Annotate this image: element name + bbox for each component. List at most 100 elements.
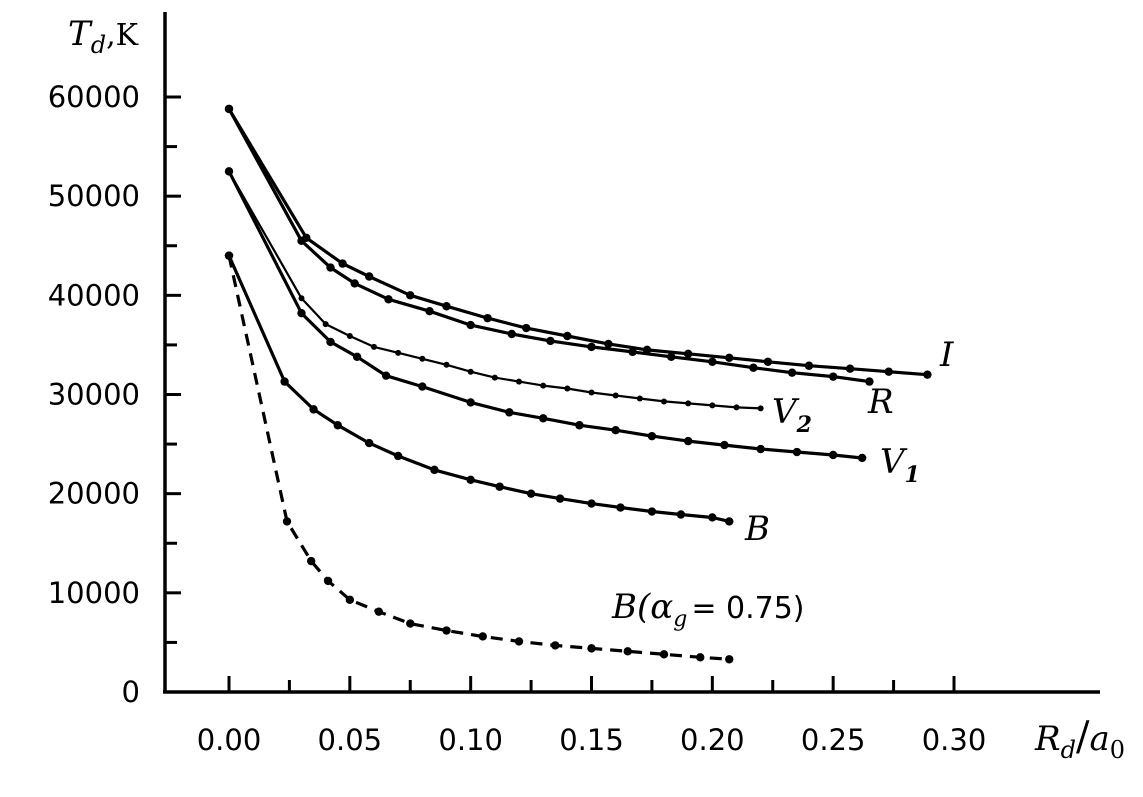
x-tick-label: 0.25 [801, 723, 866, 757]
data-point [696, 653, 705, 662]
x-tick-label: 0.30 [922, 723, 987, 757]
data-point [828, 372, 838, 381]
data-point [616, 503, 625, 512]
data-point [224, 251, 234, 260]
data-point [384, 295, 393, 304]
data-point [466, 320, 475, 330]
data-point [538, 414, 548, 423]
data-point [350, 279, 359, 288]
data-point [522, 323, 531, 333]
data-point [298, 295, 305, 302]
data-point [647, 507, 657, 516]
data-point [611, 426, 620, 435]
data-point [661, 398, 667, 405]
data-point [443, 361, 450, 368]
x-tick-label: 0.15 [559, 723, 624, 757]
data-point [708, 513, 717, 522]
series-label-V1: V1 [880, 442, 920, 488]
data-point [588, 389, 595, 396]
series-line [227, 255, 730, 523]
data-point [280, 377, 289, 386]
data-point [333, 421, 342, 430]
data-point [757, 405, 764, 412]
y-tick-label: 0 [122, 675, 140, 709]
x-tick-label: 0.20 [680, 723, 745, 757]
data-point [406, 291, 415, 300]
data-point [491, 374, 498, 381]
data-point [442, 302, 451, 311]
data-point [804, 361, 814, 370]
data-point [551, 641, 560, 650]
data-point [683, 436, 693, 446]
data-point [323, 576, 333, 586]
data-point [507, 329, 516, 339]
y-tick-label: 60000 [48, 80, 140, 114]
series-line [227, 255, 730, 661]
data-point [604, 339, 613, 349]
data-point [659, 650, 669, 659]
x-axis-title: Rd/a0 [1034, 714, 1125, 764]
data-point [763, 357, 773, 366]
data-point [309, 405, 318, 414]
data-point [418, 382, 427, 391]
data-point [381, 371, 391, 380]
data-point [546, 336, 555, 346]
data-point [587, 342, 596, 352]
data-point [647, 431, 657, 441]
data-point [364, 272, 374, 281]
data-point [306, 556, 316, 566]
data-point [326, 337, 335, 347]
series-V1 [224, 167, 867, 463]
label-layer: I R V2 V1 B B(αg = 0.75) [611, 335, 954, 632]
data-point [326, 263, 335, 272]
series-B(αg = 0.75) [224, 251, 734, 664]
series-B [224, 251, 734, 526]
data-point [516, 378, 522, 385]
data-point [623, 647, 632, 656]
data-point [865, 377, 874, 386]
data-point [540, 382, 547, 389]
series-label-I: I [939, 335, 954, 375]
data-point [884, 367, 893, 376]
y-tick-label: 20000 [48, 477, 140, 511]
data-point [845, 364, 855, 373]
data-point [514, 637, 524, 646]
data-point [483, 313, 492, 323]
data-point [563, 331, 572, 341]
data-point [505, 408, 514, 417]
data-point [430, 465, 439, 475]
data-point [792, 447, 802, 457]
data-point [406, 619, 415, 628]
data-point [575, 421, 584, 430]
data-point [297, 308, 306, 318]
data-point [442, 626, 451, 635]
data-point [708, 357, 717, 366]
data-point [526, 489, 536, 498]
y-tick-label: 50000 [48, 179, 140, 213]
data-point [371, 343, 377, 350]
data-point [345, 595, 355, 604]
data-point [419, 355, 426, 362]
data-point [685, 400, 692, 407]
data-point [709, 402, 716, 409]
data-point [467, 368, 474, 375]
data-point [282, 517, 292, 526]
data-point [733, 404, 740, 411]
data-point [393, 451, 403, 461]
series-I [224, 104, 932, 379]
y-axis-title: Td,K [68, 14, 139, 59]
data-point [756, 444, 765, 454]
data-point [587, 644, 596, 653]
data-point [676, 510, 686, 519]
data-point [612, 392, 619, 399]
x-tick-label: 0.10 [438, 723, 503, 757]
series-line [227, 108, 928, 377]
data-point [628, 347, 637, 357]
data-point [667, 352, 676, 362]
data-point [466, 475, 475, 484]
data-point [725, 517, 734, 526]
series-layer [224, 104, 932, 664]
x-tick-label: 0.00 [197, 723, 262, 757]
series-label-b-alpha: B(αg = 0.75) [611, 587, 805, 632]
